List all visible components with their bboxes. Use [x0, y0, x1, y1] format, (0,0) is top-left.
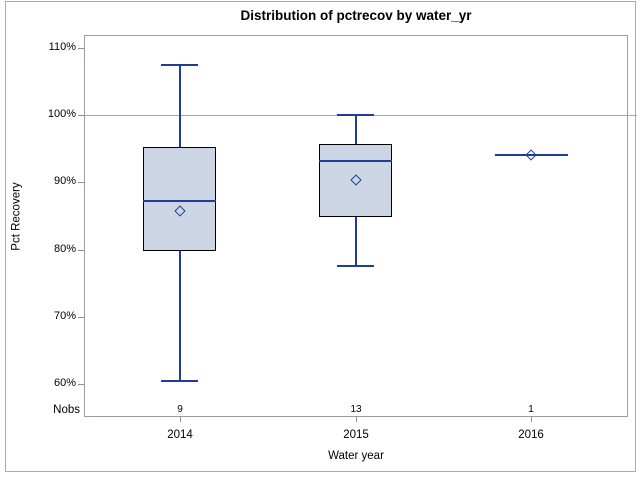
y-axis-title: Pct Recovery	[10, 182, 23, 251]
plot-area	[84, 35, 628, 417]
nobs-label: Nobs	[53, 404, 80, 416]
x-axis-title: Water year	[328, 450, 384, 462]
chart-title: Distribution of pctrecov by water_yr	[240, 8, 472, 23]
